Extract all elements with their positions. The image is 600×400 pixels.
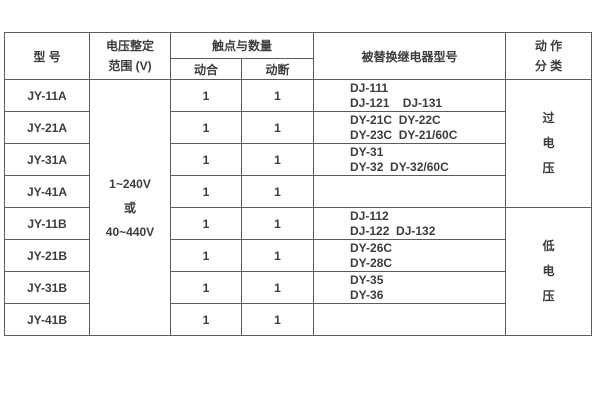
header-action-class: 动 作 分 类 (505, 32, 593, 80)
voltage-range-cell: 1~240V 或 40~440V (89, 79, 171, 336)
header-contacts-group: 触点与数量 (169, 32, 315, 59)
model-cell: JY-11B (4, 207, 90, 240)
table-row-jy41b: JY-41B 1 1 (4, 303, 592, 336)
action-char: 压 (542, 161, 555, 175)
contact-nc-cell: 1 (240, 207, 315, 240)
contact-nc-cell: 1 (240, 303, 315, 336)
contact-no-cell: 1 (170, 79, 242, 112)
relay-line: DY-21C DY-22C (350, 112, 441, 127)
table-row-jy21b: JY-21B 1 1 DY-26C DY-28C (4, 239, 592, 272)
relay-line: DJ-122 DJ-132 (350, 223, 436, 238)
relay-line: DJ-121 DJ-131 (350, 95, 443, 110)
model-cell: JY-41B (4, 303, 90, 336)
relay-models-cell: DY-21C DY-22C DY-23C DY-21/60C (313, 111, 507, 144)
header-voltage-range: 电压整定 范围 (V) (89, 32, 171, 80)
voltage-range-line2: 或 (123, 200, 136, 215)
relay-models-cell-empty (313, 303, 507, 336)
contact-no-cell: 1 (170, 207, 242, 240)
contact-nc-cell: 1 (240, 79, 315, 112)
relay-models-cell: DJ-112 DJ-122 DJ-132 (313, 207, 507, 240)
contact-no-cell: 1 (170, 271, 242, 304)
contact-no-cell: 1 (170, 175, 242, 208)
contact-nc-cell: 1 (240, 239, 315, 272)
model-cell: JY-21B (4, 239, 90, 272)
header-voltage-line1: 电压整定 (105, 39, 154, 53)
relay-models-cell: DY-35 DY-36 (313, 271, 507, 304)
model-cell: JY-31B (4, 271, 90, 304)
relay-line: DJ-112 (350, 208, 389, 223)
relay-line: DY-28C (350, 255, 393, 270)
model-cell: JY-31A (4, 143, 90, 176)
relay-spec-table: 型 号 电压整定 范围 (V) 触点与数量 被替换继电器型号 动 作 分 类 动… (4, 32, 593, 336)
relay-models-cell: DJ-111 DJ-121 DJ-131 (313, 79, 507, 112)
contact-no-cell: 1 (170, 303, 242, 336)
table-row-jy11a: JY-11A 1~240V 或 40~440V 1 1 DJ-111 DJ-12… (4, 79, 593, 336)
header-contact-no: 动合 (170, 58, 242, 80)
action-class-overvoltage-cell: 过 电 压 (505, 79, 593, 208)
contact-nc-cell: 1 (240, 111, 315, 144)
header-action-line2: 分 类 (534, 59, 563, 73)
model-cell: JY-11A (4, 79, 90, 112)
header-voltage-line2: 范围 (V) (108, 59, 152, 73)
action-class-undervoltage-cell: 低 电 压 (505, 207, 593, 336)
relay-line: DY-31 (350, 144, 384, 159)
relay-models-cell-empty (313, 175, 507, 208)
header-action-line1: 动 作 (534, 39, 563, 53)
table-row-jy31b: JY-31B 1 1 DY-35 DY-36 (4, 271, 592, 304)
relay-line: DY-32 DY-32/60C (350, 159, 449, 174)
voltage-range-line3: 40~440V (105, 224, 155, 239)
contact-no-cell: 1 (170, 143, 242, 176)
relay-models-cell: DY-31 DY-32 DY-32/60C (313, 143, 507, 176)
action-char: 过 (542, 111, 555, 125)
header-replaced-relay: 被替换继电器型号 (313, 32, 507, 80)
voltage-range-line1: 1~240V (109, 176, 151, 191)
contact-nc-cell: 1 (240, 175, 315, 208)
header-model: 型 号 (4, 32, 90, 80)
table-row-jy41a: JY-41A 1 1 (4, 175, 592, 208)
contact-no-cell: 1 (170, 111, 242, 144)
action-char: 低 (542, 239, 555, 253)
relay-line: DY-36 (350, 287, 384, 302)
relay-line: DJ-111 (350, 80, 389, 95)
relay-line: DY-26C (350, 240, 393, 255)
relay-spec-table-wrap: 型 号 电压整定 范围 (V) 触点与数量 被替换继电器型号 动 作 分 类 动… (4, 32, 593, 336)
model-cell: JY-21A (4, 111, 90, 144)
relay-line: DY-35 (350, 272, 384, 287)
contact-no-cell: 1 (170, 239, 242, 272)
action-char: 电 (542, 264, 555, 278)
action-char: 电 (542, 136, 555, 150)
table-row-jy21a: JY-21A 1 1 DY-21C DY-22C DY-23C DY-21/60… (4, 111, 592, 144)
relay-models-cell: DY-26C DY-28C (313, 239, 507, 272)
contact-nc-cell: 1 (240, 143, 315, 176)
contact-nc-cell: 1 (240, 271, 315, 304)
model-cell: JY-41A (4, 175, 90, 208)
table-row-jy11b: JY-11B 1 1 DJ-112 DJ-122 DJ-132 低 电 压 (4, 207, 593, 336)
header-contact-nc: 动断 (240, 58, 315, 80)
relay-line: DY-23C DY-21/60C (350, 127, 458, 142)
action-char: 压 (542, 289, 555, 303)
